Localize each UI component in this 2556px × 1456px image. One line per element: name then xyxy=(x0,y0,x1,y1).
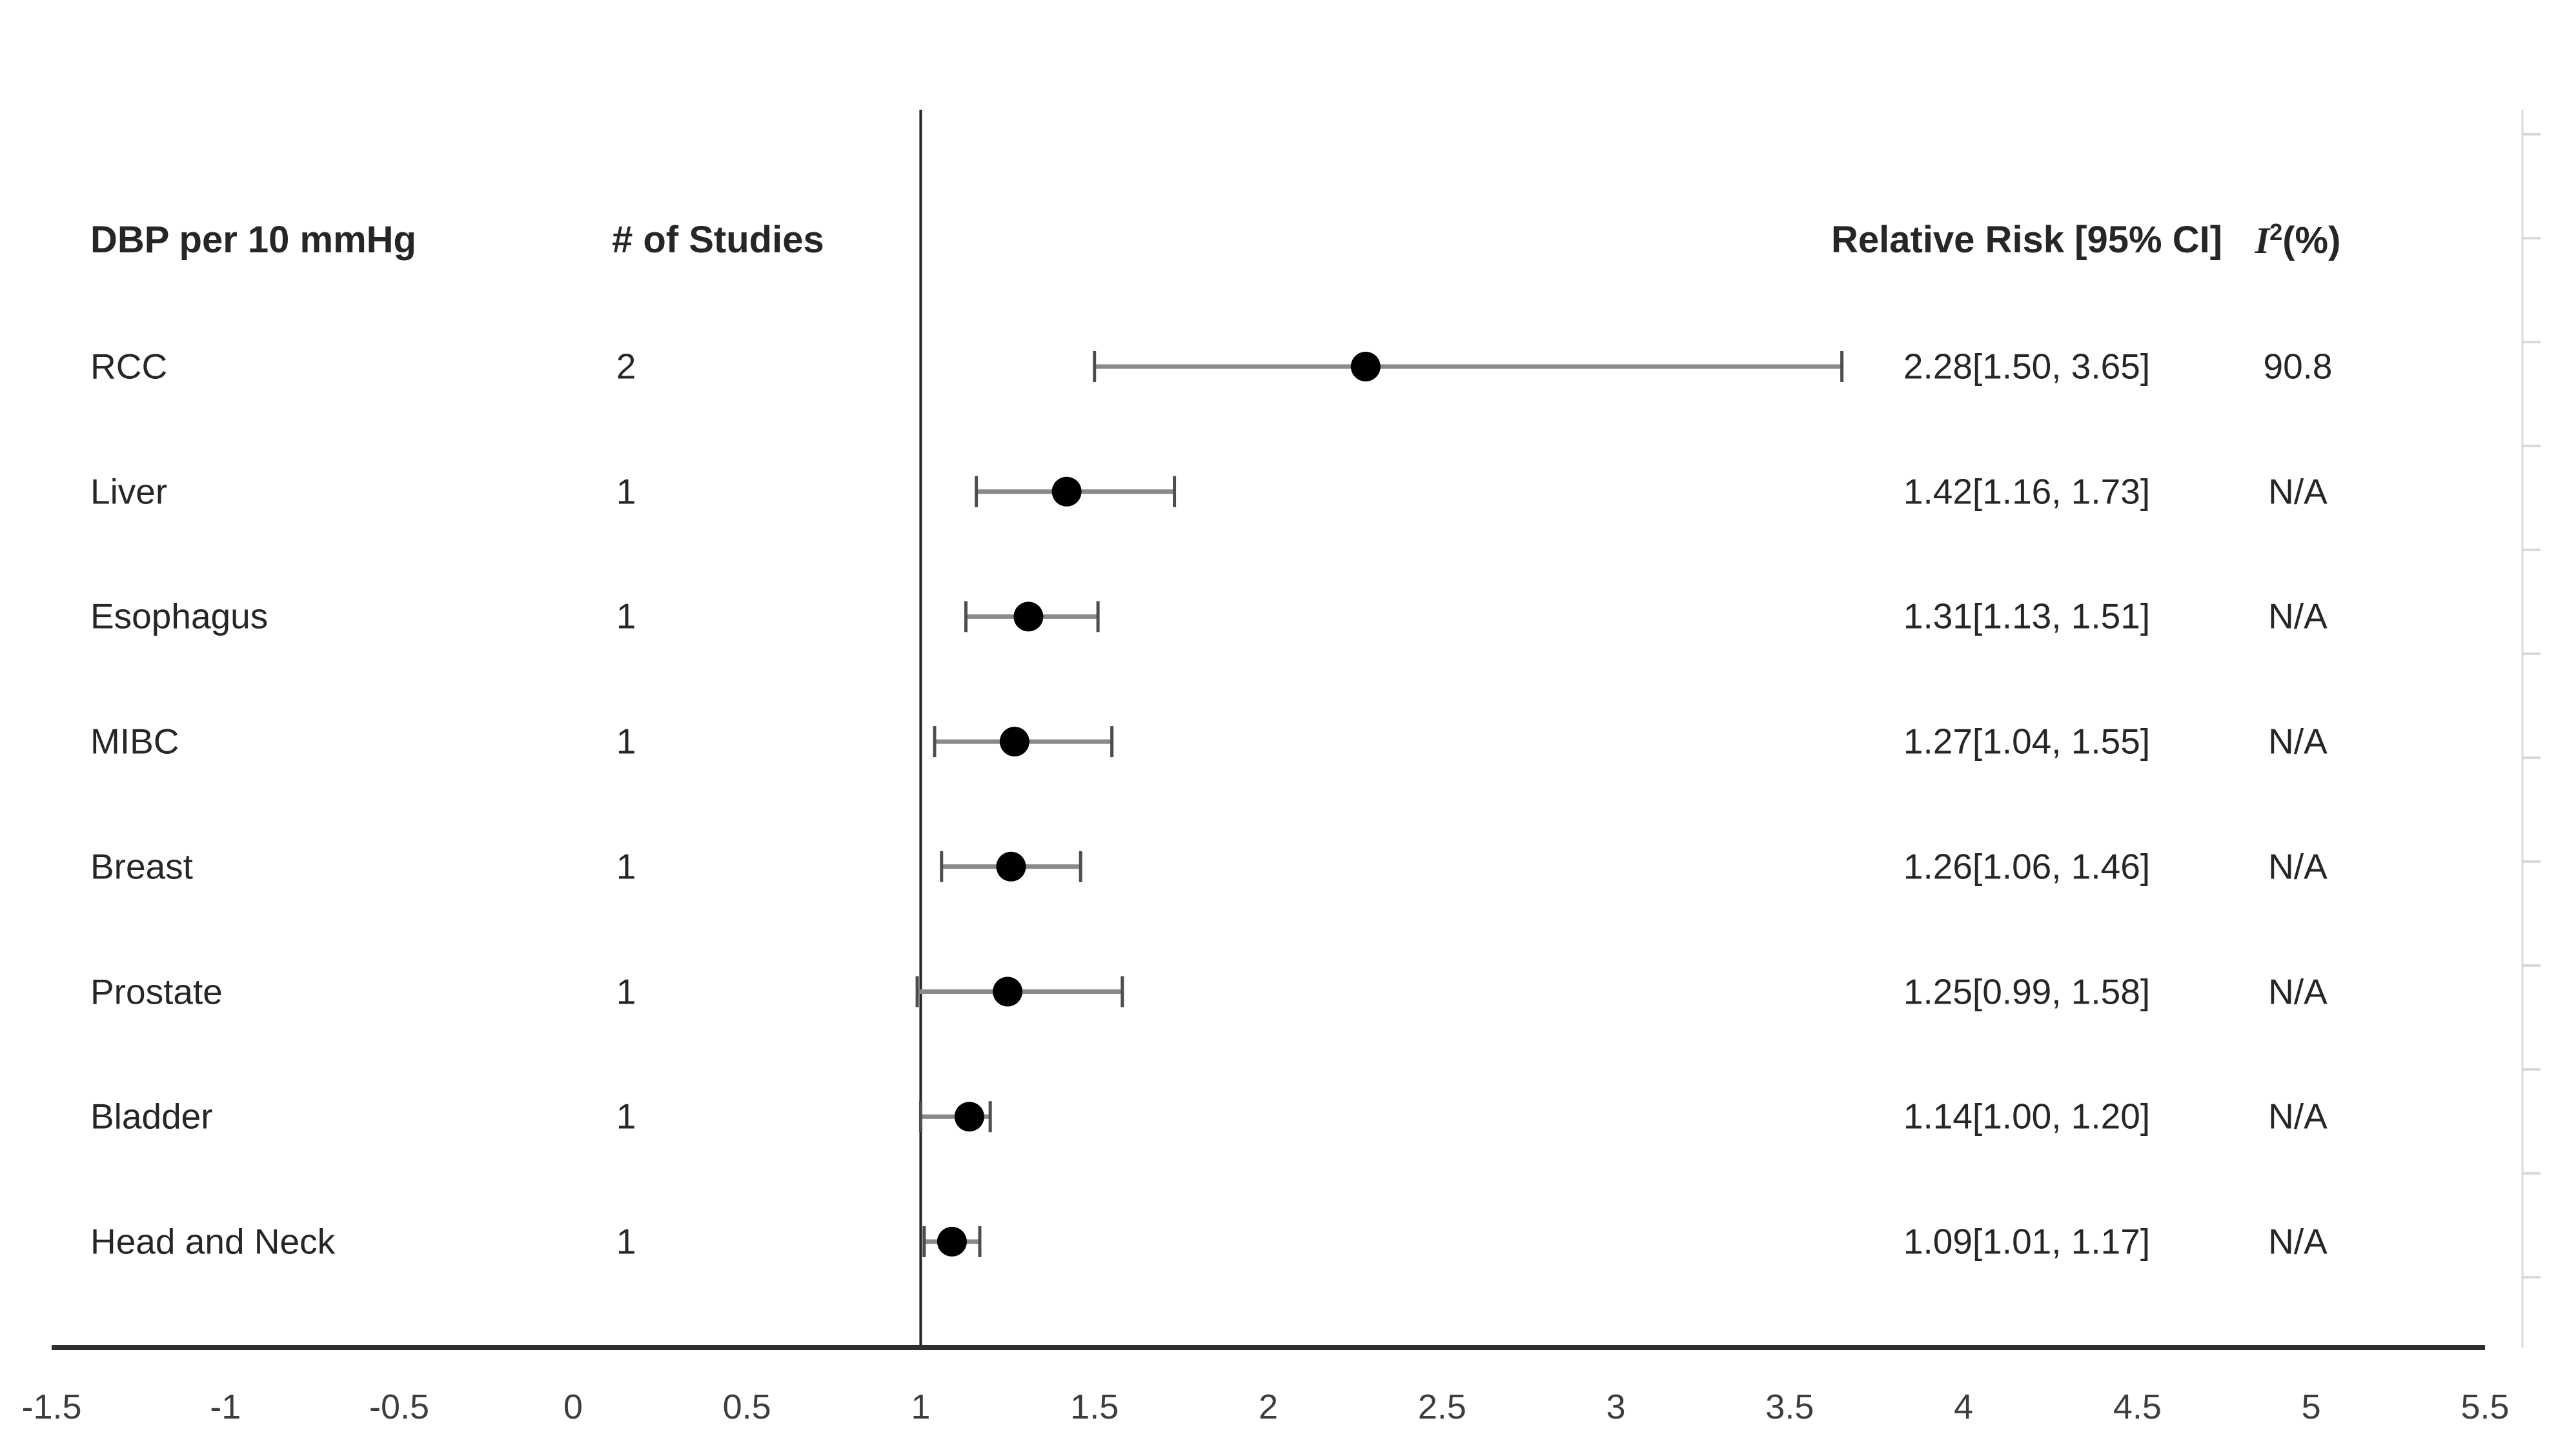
row-i-squared-value: N/A xyxy=(2268,1221,2328,1262)
row-study-count: 1 xyxy=(616,971,636,1011)
row-rr-ci-value: 1.42[1.16, 1.73] xyxy=(1903,471,2151,512)
x-axis-tick-label: 5 xyxy=(2301,1388,2321,1426)
point-marker xyxy=(999,727,1030,757)
row-label: Esophagus xyxy=(90,596,269,636)
x-axis-tick-label: -0.5 xyxy=(369,1388,430,1426)
row-i-squared-value: N/A xyxy=(2268,971,2328,1011)
row-i-squared-value: N/A xyxy=(2268,596,2328,636)
x-axis-tick-label: 2 xyxy=(1258,1388,1279,1426)
point-marker xyxy=(993,976,1023,1007)
point-marker xyxy=(1051,476,1082,507)
x-axis-tick-label: 4.5 xyxy=(2113,1388,2162,1426)
x-axis-tick-label: 3.5 xyxy=(1765,1388,1814,1426)
row-study-count: 1 xyxy=(616,596,636,636)
row-i-squared-value: N/A xyxy=(2268,1096,2328,1137)
row-rr-ci-value: 2.28[1.50, 3.65] xyxy=(1903,346,2151,387)
row-study-count: 1 xyxy=(616,1221,636,1262)
row-i-squared-value: 90.8 xyxy=(2263,346,2333,387)
x-axis-tick-label: 0 xyxy=(563,1388,583,1426)
row-i-squared-value: N/A xyxy=(2268,721,2328,762)
row-i-squared-value: N/A xyxy=(2268,471,2328,512)
row-rr-ci-value: 1.25[0.99, 1.58] xyxy=(1903,971,2151,1011)
row-rr-ci-value: 1.14[1.00, 1.20] xyxy=(1903,1096,2151,1137)
row-study-count: 1 xyxy=(616,721,636,762)
column-header-i-squared: I2(%) xyxy=(2255,218,2341,262)
row-rr-ci-value: 1.26[1.06, 1.46] xyxy=(1903,846,2151,887)
point-marker xyxy=(954,1102,984,1132)
row-label: Prostate xyxy=(90,971,223,1011)
row-i-squared-value: N/A xyxy=(2268,846,2328,887)
row-label: Breast xyxy=(90,846,193,887)
row-study-count: 1 xyxy=(616,846,636,887)
x-axis-tick-label: 1.5 xyxy=(1070,1388,1119,1426)
i-squared-suffix: (%) xyxy=(2282,219,2341,262)
column-header-studies: # of Studies xyxy=(612,219,824,261)
row-rr-ci-value: 1.31[1.13, 1.51] xyxy=(1903,596,2151,636)
row-label: RCC xyxy=(90,346,168,387)
row-study-count: 1 xyxy=(616,1096,636,1137)
row-label: MIBC xyxy=(90,721,179,762)
x-axis-tick-label: 4 xyxy=(1954,1388,1974,1426)
column-header-exposure: DBP per 10 mmHg xyxy=(90,219,416,261)
x-axis-tick-label: -1.5 xyxy=(21,1388,82,1426)
point-marker xyxy=(937,1226,967,1257)
row-study-count: 1 xyxy=(616,471,636,512)
x-axis-tick-label: 5.5 xyxy=(2460,1388,2510,1426)
x-axis-tick-label: 3 xyxy=(1606,1388,1626,1426)
x-axis-tick-label: -1 xyxy=(210,1388,241,1426)
i-squared-superscript: 2 xyxy=(2269,218,2283,245)
column-header-relative-risk: Relative Risk [95% CI] xyxy=(1831,219,2223,261)
point-marker xyxy=(996,851,1026,882)
x-axis-tick-label: 2.5 xyxy=(1417,1388,1466,1426)
row-rr-ci-value: 1.09[1.01, 1.17] xyxy=(1903,1221,2151,1262)
row-label: Liver xyxy=(90,471,168,512)
row-label: Head and Neck xyxy=(90,1221,336,1262)
point-marker xyxy=(1013,602,1044,632)
x-axis-tick-label: 1 xyxy=(911,1388,931,1426)
point-marker xyxy=(1350,352,1381,381)
row-label: Bladder xyxy=(90,1096,213,1137)
row-study-count: 2 xyxy=(616,346,636,387)
i-squared-symbol: I xyxy=(2255,219,2270,262)
row-rr-ci-value: 1.27[1.04, 1.55] xyxy=(1903,721,2151,762)
x-axis-tick-label: 0.5 xyxy=(722,1388,771,1426)
